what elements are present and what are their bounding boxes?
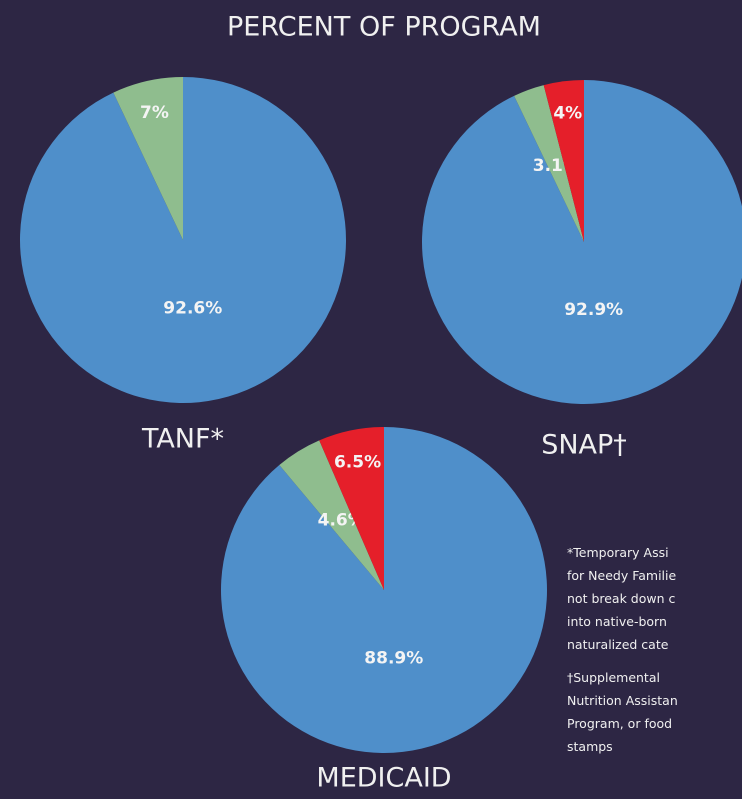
data-label: 7% [140,103,169,123]
pie-title: MEDICAID [316,763,451,794]
data-label: 4% [553,103,582,123]
pie-slice [422,80,742,404]
data-label: 88.9% [364,648,423,668]
pie-slice [279,440,384,590]
pie-title: TANF* [141,424,224,455]
pie-slice [543,80,584,242]
data-label: 92.9% [564,300,623,320]
footnote-line: stamps [567,739,613,754]
footnote-line: naturalized cate [567,637,669,652]
page-title: PERCENT OF PROGRAM [227,12,541,43]
footnote-line: Program, or food [567,716,672,731]
pie-slice [221,427,548,753]
pie-slice [319,427,384,590]
footnote-line: into native-born [567,614,667,629]
data-label: 6.5% [334,452,381,472]
pie-slice [113,77,183,240]
pie-slice [514,85,584,242]
footnote-line: *Temporary Assi [567,545,669,560]
footnote-line: not break down c [567,591,676,606]
data-label: 92.6% [163,298,222,318]
footnote-line: for Needy Familie [567,568,676,583]
footnote-line: Nutrition Assistan [567,693,678,708]
footnote-line: †Supplemental [567,670,660,685]
pie-title: SNAP† [541,430,627,461]
